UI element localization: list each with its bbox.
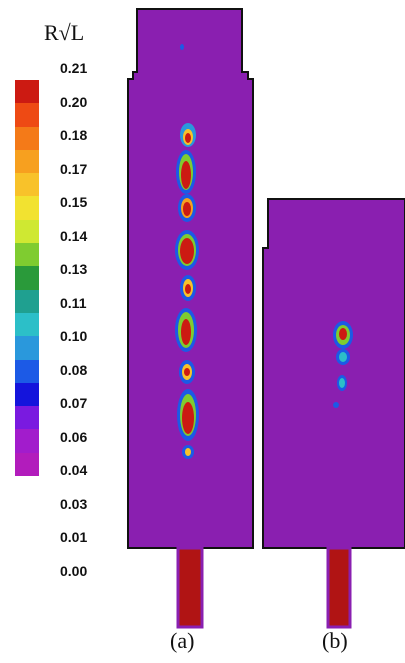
colorbar-swatch [15,266,39,290]
colorbar-swatch [15,312,39,337]
colorbar-tick-label: 0.21 [60,60,88,76]
colorbar-swatch [15,149,39,174]
colorbar-tick-label: 0.15 [60,194,88,210]
colorbar-swatch [15,359,39,383]
panel-label-a: (a) [170,628,195,653]
colorbar-tick-label: 0.13 [60,261,88,277]
colorbar-tick-label: 0.18 [60,127,88,143]
colorbar-tick-label: 0.10 [60,328,88,344]
panel-b-hotspots [333,321,353,408]
panel-a-gate [176,546,204,629]
colorbar-tick-label: 0.00 [60,562,88,579]
colorbar-swatch [15,126,39,150]
colorbar [15,80,39,477]
colorbar-tick-label: 0.07 [60,395,88,411]
colorbar-swatch [15,289,39,313]
colorbar-tick-label: 0.03 [60,495,88,512]
colorbar-swatch [15,382,39,407]
colorbar-swatch [15,80,39,104]
panel-b-casting [262,198,405,629]
colorbar-tick-label: 0.04 [60,462,88,478]
colorbar-swatch [15,219,39,244]
colorbar-tick-label: 0.01 [60,529,88,545]
legend-title: R√L [44,20,85,45]
colorbar-swatch [15,452,39,477]
panel-a-hotspots [175,44,199,459]
colorbar-tick-label: 0.11 [60,294,87,311]
colorbar-swatch [15,173,39,197]
colorbar-swatch [15,243,39,267]
colorbar-tick-label: 0.06 [60,428,88,445]
colorbar-swatch [15,406,39,430]
panel-a-casting [127,8,254,629]
colorbar-swatch [15,196,39,220]
colorbar-tick-label: 0.14 [60,227,88,244]
colorbar-swatch [15,336,39,360]
colorbar-tick-label: 0.08 [60,361,88,378]
colorbar-tick-label: 0.17 [60,160,88,177]
colorbar-swatch [15,103,39,127]
panel-b-body [262,198,405,549]
colorbar-swatch [15,429,39,453]
colorbar-tick-label: 0.20 [60,93,88,110]
panel-b-gate [326,546,352,629]
panel-label-b: (b) [322,628,348,653]
